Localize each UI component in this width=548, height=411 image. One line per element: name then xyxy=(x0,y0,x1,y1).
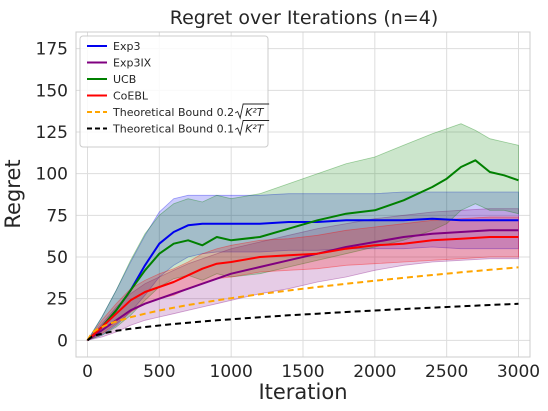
y-tick-label: 150 xyxy=(36,81,68,101)
y-tick-label: 50 xyxy=(46,248,68,268)
legend-label: Exp3 xyxy=(113,40,140,53)
sqrt-sign-icon xyxy=(234,120,270,137)
chart-title: Regret over Iterations (n=4) xyxy=(170,7,439,29)
confidence-bands xyxy=(86,123,519,342)
x-axis-title: Iteration xyxy=(258,380,347,404)
line-theoretical-bound-0-1-k-t xyxy=(86,302,519,342)
legend-label: Theoretical Bound 0.2 xyxy=(112,106,234,119)
legend: Exp3 Exp3IX UCB CoEBL Theoretical Bound 0.2 K… xyxy=(79,35,270,148)
y-axis-title: Regret xyxy=(1,159,25,228)
y-tick-label: 125 xyxy=(36,123,68,143)
y-tick-label: 0 xyxy=(57,331,68,351)
x-tick-label: 2500 xyxy=(425,362,468,382)
sqrt-sign-icon xyxy=(234,103,270,120)
legend-label-sqrt: K²T xyxy=(245,106,265,119)
plot-frame xyxy=(75,31,531,358)
band-exp3ix xyxy=(86,208,519,341)
x-tick-label: 2000 xyxy=(353,362,396,382)
legend-label: UCB xyxy=(113,73,136,86)
tick-labels: 0 500 1000 1500 2000 2500 3000 0 25 50 75 100 125 150… xyxy=(36,40,541,382)
x-tick-label: 1500 xyxy=(281,362,324,382)
legend-box xyxy=(79,35,269,148)
line-ucb xyxy=(86,159,519,342)
grid xyxy=(76,32,530,357)
y-tick-label: 100 xyxy=(36,165,68,185)
line-exp3ix xyxy=(86,229,519,342)
x-tick-label: 3000 xyxy=(497,362,540,382)
legend-label: CoEBL xyxy=(113,90,149,103)
x-tick-label: 0 xyxy=(82,362,93,382)
y-tick-label: 25 xyxy=(46,290,68,310)
x-tick-label: 1000 xyxy=(210,362,253,382)
line-coebl xyxy=(86,236,519,342)
series-lines xyxy=(86,159,519,342)
legend-label-sqrt: K²T xyxy=(245,123,265,136)
legend-label: Exp3IX xyxy=(113,57,152,70)
y-tick-label: 75 xyxy=(46,206,68,226)
line-theoretical-bound-0-2-k-t xyxy=(86,266,519,341)
x-tick-label: 500 xyxy=(143,362,175,382)
legend-label: Theoretical Bound 0.1 xyxy=(112,123,234,136)
y-tick-label: 175 xyxy=(36,40,68,60)
